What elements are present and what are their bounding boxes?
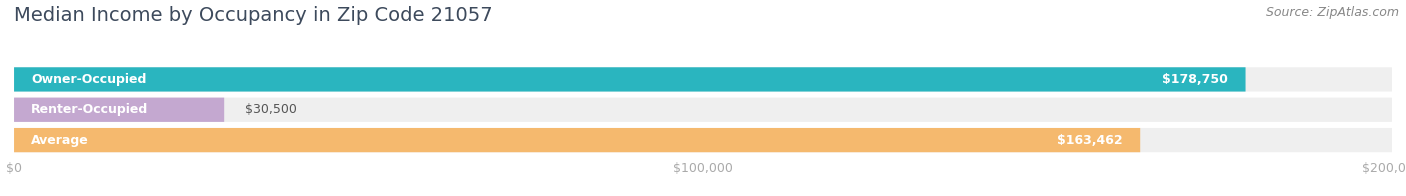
Text: Source: ZipAtlas.com: Source: ZipAtlas.com (1265, 6, 1399, 19)
Text: $178,750: $178,750 (1163, 73, 1229, 86)
Text: $30,500: $30,500 (245, 103, 297, 116)
Text: $163,462: $163,462 (1057, 134, 1123, 147)
FancyBboxPatch shape (14, 128, 1392, 152)
FancyBboxPatch shape (14, 98, 1392, 122)
FancyBboxPatch shape (14, 128, 1140, 152)
Text: Renter-Occupied: Renter-Occupied (31, 103, 149, 116)
Text: Owner-Occupied: Owner-Occupied (31, 73, 146, 86)
Text: Median Income by Occupancy in Zip Code 21057: Median Income by Occupancy in Zip Code 2… (14, 6, 492, 25)
FancyBboxPatch shape (14, 67, 1246, 92)
FancyBboxPatch shape (14, 98, 224, 122)
Text: Average: Average (31, 134, 89, 147)
FancyBboxPatch shape (14, 67, 1392, 92)
